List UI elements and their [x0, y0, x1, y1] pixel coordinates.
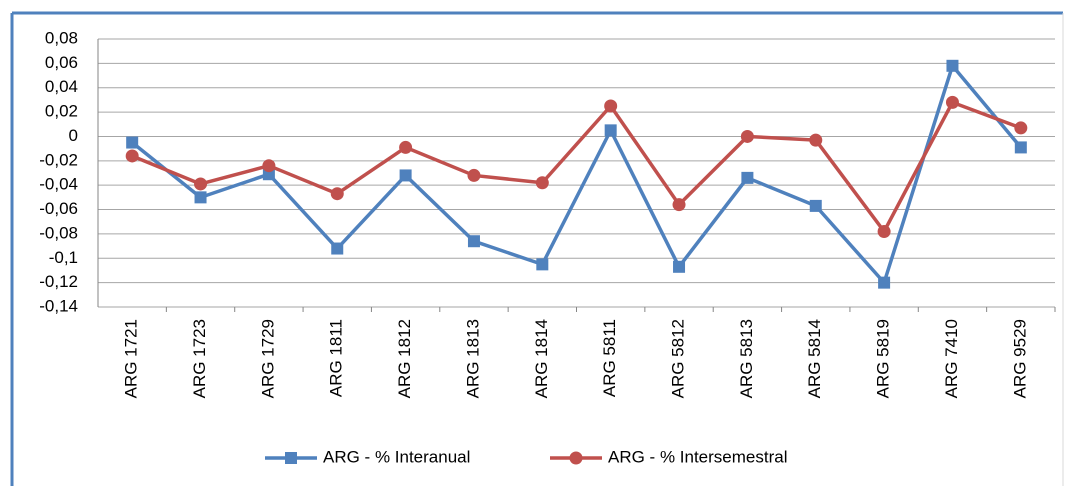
data-point	[945, 95, 959, 109]
data-point	[535, 176, 549, 190]
series-line	[131, 100, 1022, 234]
data-point	[467, 235, 480, 248]
data-point	[536, 258, 549, 271]
x-tick-label: ARG 5814	[805, 319, 824, 398]
data-point	[399, 140, 413, 154]
y-tick-label: -0,04	[39, 175, 78, 194]
y-tick-label: -0,1	[49, 248, 78, 267]
legend-label: ARG - % Interanual	[323, 447, 470, 466]
data-point	[741, 171, 754, 184]
x-tick-label: ARG 5812	[669, 319, 688, 398]
data-point	[946, 59, 959, 72]
x-tick-label: ARG 9529	[1010, 319, 1029, 398]
data-point	[809, 133, 823, 147]
y-tick-label: -0,12	[39, 272, 78, 291]
y-tick-label: 0,02	[45, 102, 78, 121]
legend-marker	[569, 451, 583, 465]
data-point	[604, 124, 617, 137]
x-tick-label: ARG 5813	[737, 319, 756, 398]
x-tick-label: ARG 5819	[874, 319, 893, 398]
data-point	[330, 187, 344, 201]
x-tick-label: ARG 7410	[942, 319, 961, 398]
data-point	[1014, 121, 1028, 135]
data-point	[809, 199, 822, 212]
series-line	[131, 64, 1023, 285]
data-point	[194, 191, 207, 204]
x-tick-label: ARG 1814	[532, 319, 551, 398]
legend-marker	[285, 452, 297, 464]
data-point	[673, 260, 686, 273]
y-tick-label: 0,08	[45, 28, 78, 47]
y-tick-label: 0,04	[45, 77, 78, 96]
x-tick-label: ARG 1729	[258, 319, 277, 398]
data-point	[877, 224, 891, 238]
data-point	[672, 198, 686, 212]
y-tick-label: -0,06	[39, 199, 78, 218]
data-point	[604, 99, 618, 113]
data-point	[878, 276, 891, 289]
x-tick-label: ARG 1721	[122, 319, 141, 398]
data-point	[1014, 141, 1027, 154]
data-point	[740, 129, 754, 143]
x-tick-label: ARG 5811	[600, 319, 619, 397]
data-point	[331, 242, 344, 255]
data-point	[467, 168, 481, 182]
data-point	[125, 149, 139, 163]
y-tick-label: -0,02	[39, 150, 78, 169]
data-point	[262, 159, 276, 173]
x-tick-label: ARG 1723	[190, 319, 209, 398]
data-point	[126, 136, 139, 149]
y-tick-label: 0,06	[45, 53, 78, 72]
x-tick-label: ARG 1813	[463, 319, 482, 398]
y-tick-label: -0,14	[39, 296, 78, 315]
y-tick-label: 0	[69, 126, 78, 145]
data-point	[194, 177, 208, 191]
x-tick-label: ARG 1812	[395, 319, 414, 398]
y-tick-label: -0,08	[39, 223, 78, 242]
data-point	[399, 169, 412, 182]
legend-label: ARG - % Intersemestral	[608, 447, 788, 466]
x-tick-label: ARG 1811	[327, 319, 346, 397]
